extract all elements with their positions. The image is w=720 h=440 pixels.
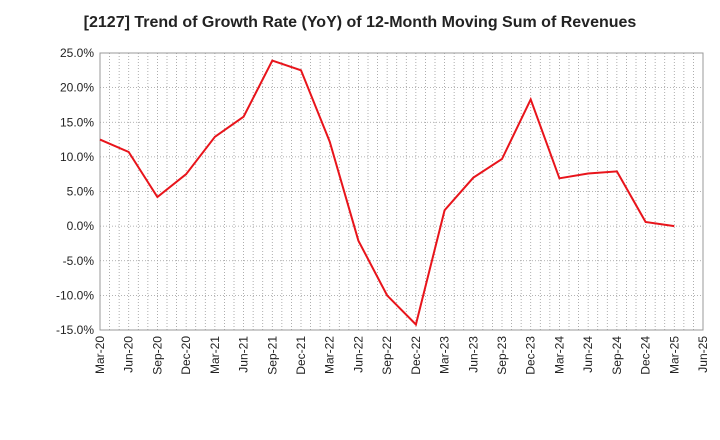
x-tick-label: Sep-23 xyxy=(495,336,509,375)
x-tick-label: Jun-20 xyxy=(122,336,136,373)
series-line xyxy=(99,59,675,327)
x-tick-label: Dec-23 xyxy=(524,336,538,375)
x-tick-label: Jun-22 xyxy=(351,336,365,373)
y-tick-label: -5.0% xyxy=(63,254,95,268)
x-tick-label: Sep-22 xyxy=(380,336,394,375)
y-tick-label: 0.0% xyxy=(67,219,95,233)
x-tick-label: Mar-20 xyxy=(93,336,107,374)
x-tick-label: Dec-22 xyxy=(409,336,423,375)
x-tick-label: Dec-20 xyxy=(179,336,193,375)
y-tick-label: 5.0% xyxy=(67,185,95,199)
x-tick-label: Jun-21 xyxy=(237,336,251,373)
y-tick-label: -10.0% xyxy=(56,288,94,302)
x-tick-label: Mar-23 xyxy=(438,336,452,374)
y-tick-label: 20.0% xyxy=(60,81,94,95)
x-tick-label: Jun-24 xyxy=(581,336,595,373)
x-tick-label: Mar-22 xyxy=(323,336,337,374)
x-tick-label: Mar-25 xyxy=(667,336,681,374)
plot-border xyxy=(99,52,704,331)
x-tick-label: Jun-25 xyxy=(696,336,710,373)
x-tick-label: Sep-24 xyxy=(610,336,624,375)
x-tick-label: Mar-21 xyxy=(208,336,222,374)
x-tick-label: Sep-21 xyxy=(265,336,279,375)
x-tick-label: Sep-20 xyxy=(150,336,164,375)
y-tick-label: 10.0% xyxy=(60,150,94,164)
x-tick-label: Jun-23 xyxy=(466,336,480,373)
x-tick-label: Mar-24 xyxy=(552,336,566,374)
y-tick-label: 15.0% xyxy=(60,115,94,129)
y-tick-label: -15.0% xyxy=(56,323,94,337)
x-tick-label: Dec-21 xyxy=(294,336,308,375)
y-tick-label: 25.0% xyxy=(60,46,94,60)
plot-background xyxy=(100,53,703,330)
chart-title: [2127] Trend of Growth Rate (YoY) of 12-… xyxy=(83,14,637,31)
x-tick-label: Dec-24 xyxy=(639,336,653,375)
